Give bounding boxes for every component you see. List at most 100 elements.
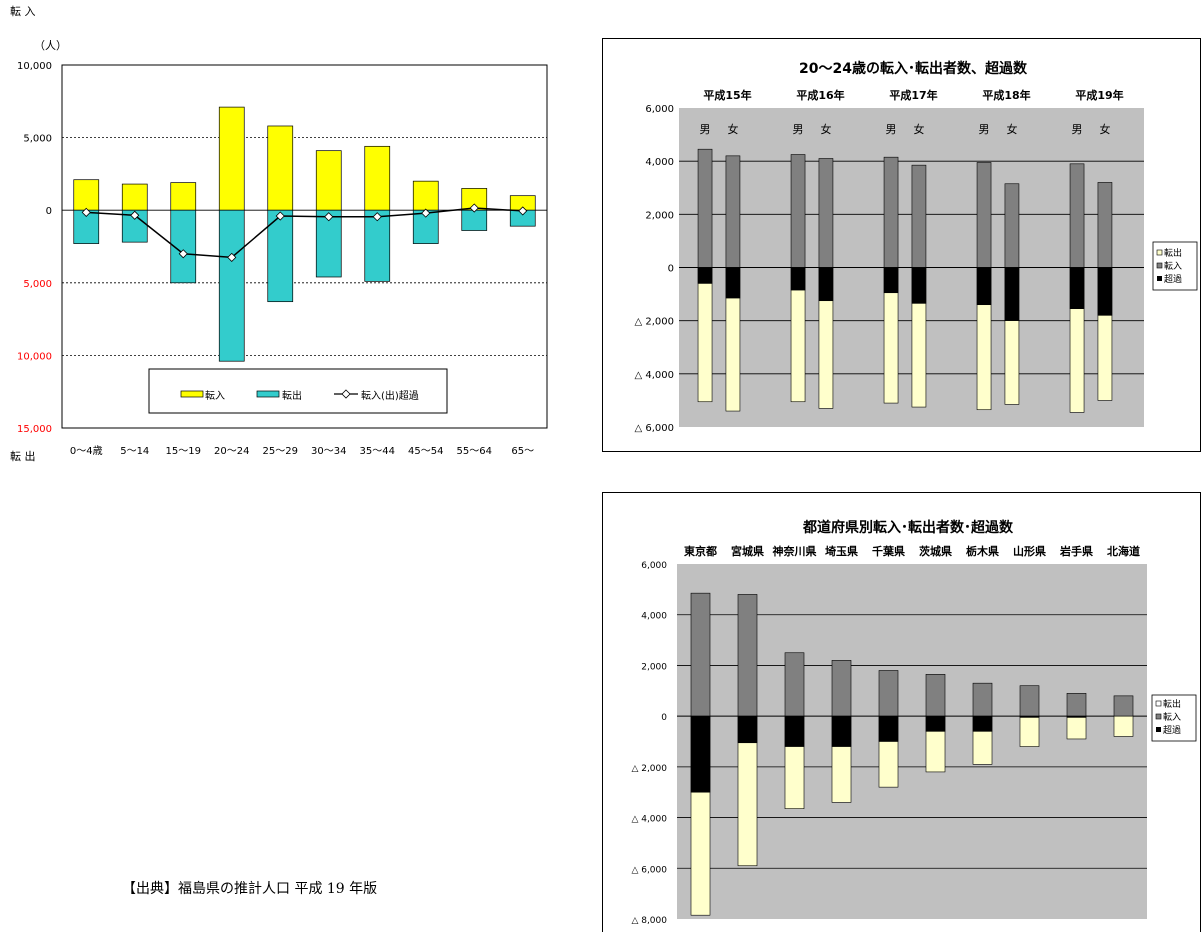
c2-bar-net: [911, 267, 927, 304]
c2-bar-out: [697, 267, 713, 403]
c3-bar-in: [972, 682, 993, 717]
c2-bar-in: [883, 156, 899, 268]
c2-legend-in-label: 転入: [1164, 261, 1182, 272]
c1-bar-in: [412, 180, 439, 211]
c3-ytick-label: 6,000: [641, 561, 667, 571]
legend-out-swatch: [256, 390, 280, 398]
c2-bar-in: [790, 154, 806, 268]
c1-xtick-label: 55～64: [457, 446, 492, 457]
chart2-legend: 転出 転入 超過: [1152, 241, 1198, 291]
chart3-title: 都道府県別転入･転出者数･超過数: [802, 519, 1014, 536]
chart1-plot-area: [61, 64, 548, 429]
c1-ytick-label: 10,000: [17, 61, 52, 72]
c1-bar-out: [461, 209, 488, 231]
chart1-bottom-label: 転 出: [10, 450, 36, 463]
c1-xtick-label: 15～19: [166, 446, 201, 457]
c1-ytick-label: 5,000: [23, 279, 52, 290]
c1-bar-in: [364, 145, 391, 211]
c1-xtick-label: 35～44: [360, 446, 395, 457]
legend-in-swatch: [180, 390, 204, 398]
c3-bar-in: [878, 670, 899, 717]
c3-category-label: 宮城県: [731, 544, 764, 558]
c3-ytick-label: 0: [661, 713, 667, 723]
c1-bar-in: [315, 150, 342, 211]
c3-ytick-label: △ 4,000: [631, 815, 667, 825]
c2-legend-out-swatch: [1156, 249, 1163, 256]
age20-24-chart: 20～24歳の転入･転出者数、超過数 6,000 4,000 2,000 0 △ 2,0…: [602, 38, 1201, 452]
c1-xtick-label: 30～34: [311, 446, 346, 457]
c1-xtick-label: 5～14: [120, 446, 149, 457]
c1-ytick-label: 10,000: [17, 351, 52, 362]
chart3-legend: 転出 転入 超過: [1151, 694, 1197, 742]
c1-bar-in: [121, 183, 148, 211]
c2-bar-net: [976, 267, 992, 306]
c1-xtick-label: 65～: [511, 446, 534, 457]
c1-net-marker: [421, 208, 431, 218]
c3-category-label: 北海道: [1107, 544, 1140, 558]
c2-legend-net-swatch: [1157, 276, 1162, 281]
c3-bar-net: [1019, 715, 1040, 718]
c2-sex-label: 女: [727, 122, 738, 136]
c2-sex-label: 女: [913, 122, 924, 136]
c2-group-label: 平成15年: [703, 88, 751, 102]
c1-xtick-label: 20～24: [214, 446, 249, 457]
c1-net-marker: [178, 249, 188, 259]
c2-bar-net: [725, 267, 741, 299]
c2-ytick-label: △ 6,000: [635, 423, 675, 434]
c2-sex-label: 男: [700, 123, 711, 136]
chart1-unit-label: （人）: [34, 39, 67, 52]
c2-bar-in: [818, 158, 834, 268]
c2-sex-label: 男: [886, 123, 897, 136]
c1-bar-in: [267, 125, 294, 211]
c1-bar-in: [170, 182, 197, 211]
c3-category-label: 神奈川県: [773, 544, 817, 558]
c3-bar-out: [1066, 715, 1087, 740]
c3-bar-net: [784, 715, 805, 747]
c1-bar-in: [218, 106, 245, 211]
c2-bar-net: [697, 267, 713, 284]
c1-bar-out: [267, 209, 294, 303]
c2-bar-in: [1004, 183, 1020, 268]
c1-bar-out: [218, 209, 245, 362]
c1-xtick-label: 0～4歳: [70, 445, 103, 457]
c3-bar-in: [690, 592, 711, 717]
c1-net-marker: [469, 203, 479, 213]
c3-bar-in: [737, 594, 758, 717]
c2-ytick-label: 6,000: [645, 104, 674, 115]
c1-net-marker: [275, 211, 285, 221]
c2-bar-net: [1097, 267, 1113, 316]
c2-bar-net: [818, 267, 834, 302]
c1-net-line: [86, 207, 523, 259]
c3-legend-in-label: 転入: [1163, 712, 1181, 723]
c2-legend-net-label: 超過: [1164, 273, 1182, 285]
c1-bar-in: [73, 179, 100, 211]
c2-ytick-label: △ 2,000: [635, 317, 675, 328]
c3-category-label: 茨城県: [919, 544, 952, 558]
c3-category-label: 東京都: [684, 544, 717, 558]
legend-out-label: 転出: [282, 389, 302, 402]
c2-ytick-label: 2,000: [645, 210, 674, 221]
c1-xtick-label: 45～54: [408, 446, 443, 457]
c2-bar-in: [1069, 163, 1085, 268]
c2-sex-label: 女: [820, 122, 831, 136]
c3-legend-net-label: 超過: [1163, 724, 1181, 736]
c3-bar-in: [1019, 685, 1040, 717]
c2-sex-label: 男: [979, 123, 990, 136]
source-citation: 【出典】福島県の推計人口 平成 19 年版: [122, 881, 378, 897]
c3-bar-in: [784, 652, 805, 717]
c3-legend-net-swatch: [1156, 727, 1161, 732]
c3-bar-net: [925, 715, 946, 732]
c3-category-label: 栃木県: [966, 544, 999, 558]
c2-ytick-label: 0: [668, 264, 674, 275]
legend-net-marker: [341, 389, 351, 399]
c1-ytick-label: 5,000: [23, 134, 52, 145]
c3-ytick-label: 4,000: [641, 612, 667, 622]
c3-legend-out-label: 転出: [1163, 698, 1181, 710]
c3-bar-net: [878, 715, 899, 742]
c3-ytick-label: △ 6,000: [631, 865, 667, 875]
legend-net-label: 転入(出)超過: [361, 389, 419, 402]
c2-sex-label: 女: [1006, 122, 1017, 136]
c3-category-label: 山形県: [1013, 544, 1046, 558]
c1-net-marker: [130, 210, 140, 220]
chart1-top-label: 転 入: [10, 5, 36, 18]
